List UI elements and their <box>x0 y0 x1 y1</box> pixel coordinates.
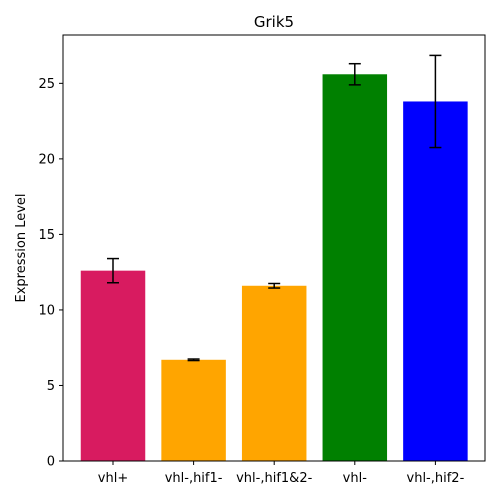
bar <box>80 270 146 461</box>
x-axis: vhl+ vhl-,hif1- vhl-,hif1&2- vhl-vhl-,hif2- <box>98 461 465 486</box>
x-tick-label: vhl+ <box>98 471 128 486</box>
x-tick-label: vhl-,hif1- <box>165 471 223 486</box>
y-axis: 0 5 10 15 20 25 <box>38 77 63 470</box>
axes-frame <box>62 34 486 462</box>
y-axis-label: Expression Level <box>14 193 29 302</box>
chart-title: Grik5 <box>254 13 294 31</box>
x-tick-label: vhl-,hif2- <box>407 471 465 486</box>
bar <box>403 101 468 462</box>
bar <box>322 74 388 461</box>
x-tick-label: vhl-,hif1&2- <box>236 471 312 486</box>
plot-area <box>80 54 468 462</box>
x-tick-label: vhl- <box>343 471 368 486</box>
y-tick-label: 20 <box>38 152 55 167</box>
y-tick-label: 0 <box>47 455 55 470</box>
bar <box>161 359 226 461</box>
y-tick-label: 5 <box>47 379 55 394</box>
bar <box>241 285 307 461</box>
y-tick-label: 25 <box>38 77 55 92</box>
y-tick-label: 15 <box>38 228 55 243</box>
y-tick-label: 10 <box>38 303 55 318</box>
